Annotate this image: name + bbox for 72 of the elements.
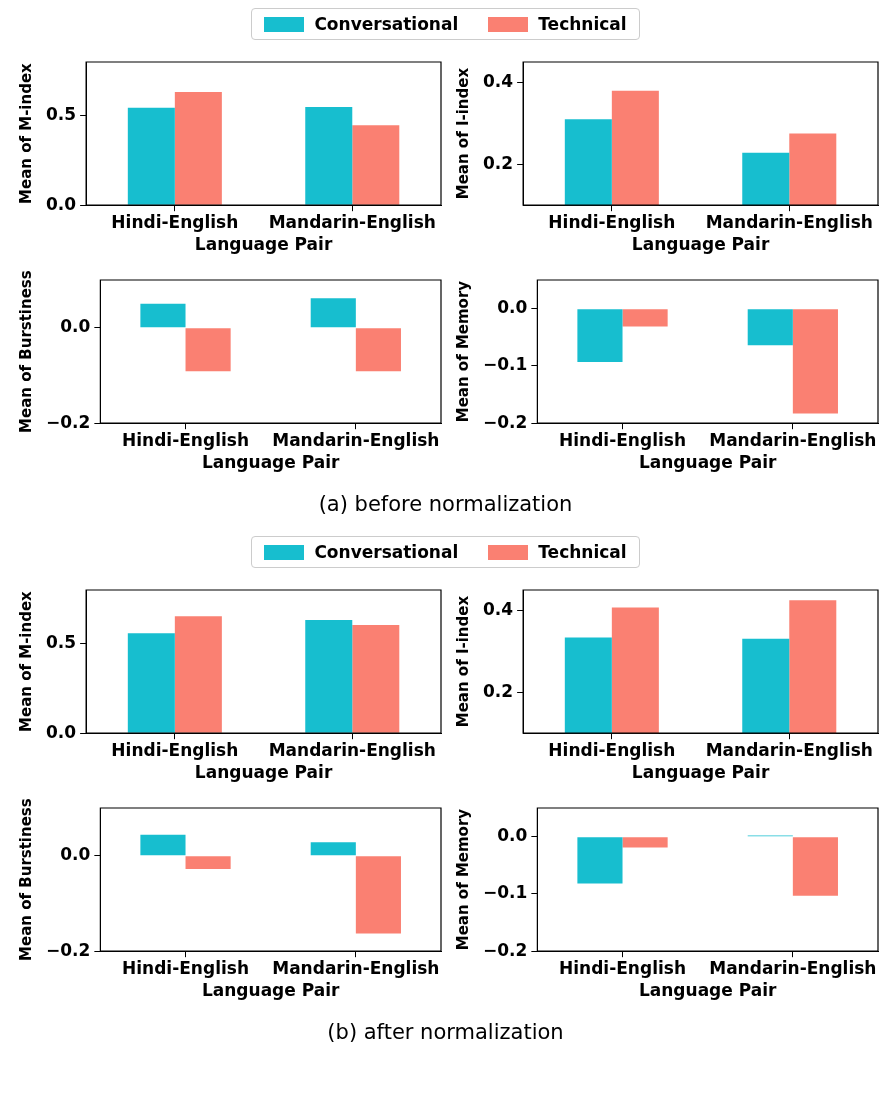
y-axis-title: Mean of Burstiness <box>16 270 35 433</box>
y-axis-title: Mean of M-index <box>16 590 35 732</box>
x-tick-label: Mandarin-English <box>705 739 873 760</box>
y-tick-label: 0.2 <box>482 680 514 701</box>
bar <box>310 842 356 856</box>
y-tick-label: −0.2 <box>46 939 91 960</box>
bar <box>140 834 186 856</box>
y-tick-label: −0.2 <box>483 939 528 960</box>
y-tick-label: 0.0 <box>45 193 77 214</box>
bar <box>352 125 400 205</box>
y-tick-label: 0.0 <box>60 844 91 865</box>
legend-label: Technical <box>538 542 627 562</box>
x-axis-title: Language Pair <box>631 762 770 783</box>
x-tick-label: Mandarin-English <box>268 739 436 760</box>
x-axis-title: Language Pair <box>194 234 333 255</box>
y-tick-label: −0.2 <box>46 411 91 432</box>
x-tick-label: Mandarin-English <box>705 211 873 232</box>
x-tick-label: Hindi-English <box>548 739 676 760</box>
bar <box>185 328 231 372</box>
y-axis-title: Mean of Burstiness <box>16 798 35 961</box>
y-tick-label: −0.1 <box>483 882 528 903</box>
x-axis-title: Language Pair <box>194 762 333 783</box>
x-tick-label: Hindi-English <box>559 957 686 978</box>
y-axis-title: Mean of I-index <box>453 67 472 200</box>
x-axis-title: Language Pair <box>201 452 341 473</box>
text: (b) after normalization <box>326 1020 565 1044</box>
x-tick-label: Hindi-English <box>559 429 686 450</box>
y-tick-label: 0.0 <box>60 316 91 337</box>
bar <box>305 106 353 205</box>
y-axis-title: Mean of Memory <box>453 808 472 951</box>
y-tick-label: 0.0 <box>497 825 528 846</box>
x-axis-title: Language Pair <box>201 980 341 1001</box>
x-tick-label: Hindi-English <box>548 211 676 232</box>
y-tick-label: 0.5 <box>45 632 77 653</box>
y-tick-label: 0.5 <box>45 104 77 125</box>
bar <box>174 92 222 205</box>
x-axis-title: Language Pair <box>638 452 778 473</box>
x-tick-label: Mandarin-English <box>272 957 440 978</box>
legend-label: Conversational <box>314 542 459 562</box>
x-tick-label: Hindi-English <box>111 739 239 760</box>
y-tick-label: 0.2 <box>482 152 514 173</box>
y-tick-label: −0.2 <box>483 411 528 432</box>
x-tick-label: Mandarin-English <box>268 211 436 232</box>
y-axis-title: Mean of Memory <box>453 280 472 423</box>
legend-label: Conversational <box>314 14 459 34</box>
legend-label: Technical <box>538 14 627 34</box>
bar <box>352 624 400 733</box>
x-axis-title: Language Pair <box>638 980 778 1001</box>
y-axis-title: Mean of I-index <box>453 595 472 728</box>
x-tick-label: Mandarin-English <box>272 429 440 450</box>
x-tick-label: Mandarin-English <box>709 429 877 450</box>
y-tick-label: −0.1 <box>483 354 528 375</box>
y-axis-title: Mean of M-index <box>16 62 35 204</box>
bar <box>355 856 401 934</box>
text: (a) before normalization <box>317 492 574 516</box>
x-tick-label: Hindi-English <box>122 429 249 450</box>
bar <box>185 856 231 870</box>
bar <box>310 298 356 328</box>
bar <box>140 303 186 328</box>
y-tick-label: 0.0 <box>45 721 77 742</box>
y-tick-label: 0.4 <box>482 598 514 619</box>
bar <box>127 633 175 733</box>
x-tick-label: Hindi-English <box>111 211 239 232</box>
bar <box>127 107 175 205</box>
y-tick-label: 0.4 <box>482 70 514 91</box>
x-axis-title: Language Pair <box>631 234 770 255</box>
y-tick-label: 0.0 <box>497 297 528 318</box>
x-tick-label: Hindi-English <box>122 957 249 978</box>
bar <box>305 620 353 733</box>
x-tick-label: Mandarin-English <box>709 957 877 978</box>
bar <box>174 616 222 733</box>
bar <box>355 328 401 372</box>
